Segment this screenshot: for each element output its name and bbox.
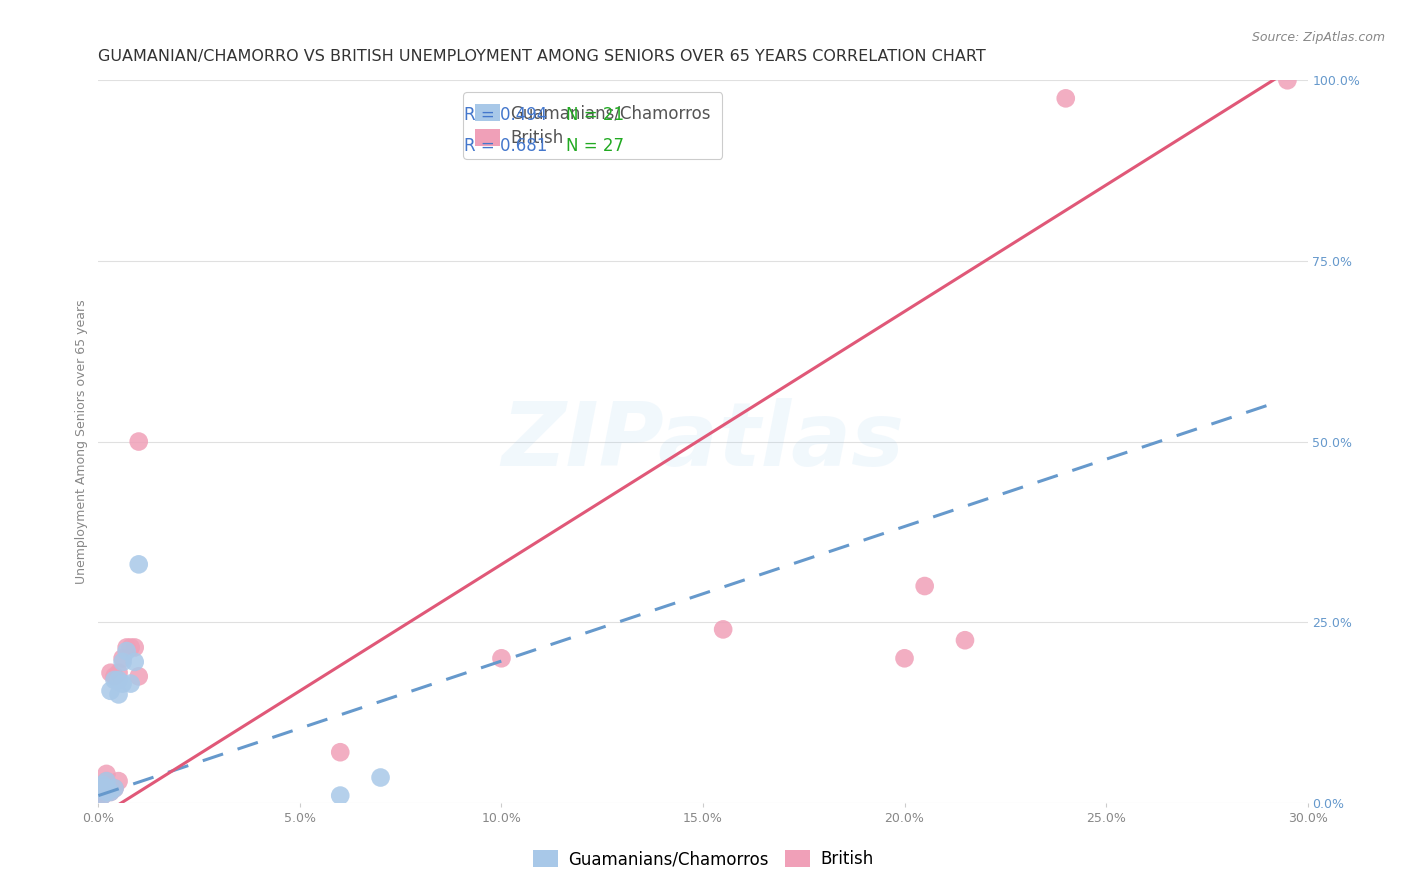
Point [96, 774, 118, 789]
Point [953, 633, 976, 648]
Point [107, 665, 129, 680]
Point [711, 623, 734, 637]
Point [96, 767, 118, 781]
Point [100, 785, 122, 799]
Point [91, 781, 114, 796]
Point [128, 434, 150, 449]
Point [124, 655, 146, 669]
Point [1054, 91, 1077, 105]
Point [128, 669, 150, 683]
Text: N = 21: N = 21 [567, 105, 624, 124]
Point [100, 683, 122, 698]
Point [120, 676, 142, 690]
Point [103, 669, 125, 683]
Point [103, 781, 125, 796]
Point [87, 781, 110, 796]
Point [103, 673, 125, 687]
Text: GUAMANIAN/CHAMORRO VS BRITISH UNEMPLOYMENT AMONG SENIORS OVER 65 YEARS CORRELATI: GUAMANIAN/CHAMORRO VS BRITISH UNEMPLOYME… [98, 49, 986, 64]
Point [115, 644, 138, 658]
Point [115, 640, 138, 655]
Point [103, 781, 125, 796]
Text: Source: ZipAtlas.com: Source: ZipAtlas.com [1251, 31, 1385, 45]
Point [370, 771, 392, 785]
Point [120, 640, 142, 655]
Point [91, 789, 114, 803]
Point [1277, 73, 1299, 87]
Point [91, 778, 114, 792]
Point [124, 640, 146, 655]
Text: N = 27: N = 27 [567, 136, 624, 154]
Point [107, 687, 129, 701]
Point [96, 778, 118, 792]
Point [128, 558, 150, 572]
Point [96, 785, 118, 799]
Point [111, 676, 134, 690]
Point [100, 665, 122, 680]
Point [893, 651, 915, 665]
Point [100, 785, 122, 799]
Point [491, 651, 513, 665]
Point [111, 655, 134, 669]
Y-axis label: Unemployment Among Seniors over 65 years: Unemployment Among Seniors over 65 years [75, 299, 89, 584]
Point [91, 789, 114, 803]
Point [91, 785, 114, 799]
Text: R = 0.494: R = 0.494 [464, 105, 547, 124]
Point [111, 651, 134, 665]
Point [107, 673, 129, 687]
Text: ZIPatlas: ZIPatlas [502, 398, 904, 485]
Text: R = 0.681: R = 0.681 [464, 136, 547, 154]
Point [87, 789, 110, 803]
Point [91, 781, 114, 796]
Point [96, 781, 118, 796]
Legend: Guamanians/Chamorros, British: Guamanians/Chamorros, British [526, 843, 880, 875]
Point [914, 579, 936, 593]
Legend: Guamanians/Chamorros, British: Guamanians/Chamorros, British [464, 92, 723, 159]
Point [329, 745, 352, 759]
Point [329, 789, 352, 803]
Point [96, 774, 118, 789]
Point [107, 774, 129, 789]
